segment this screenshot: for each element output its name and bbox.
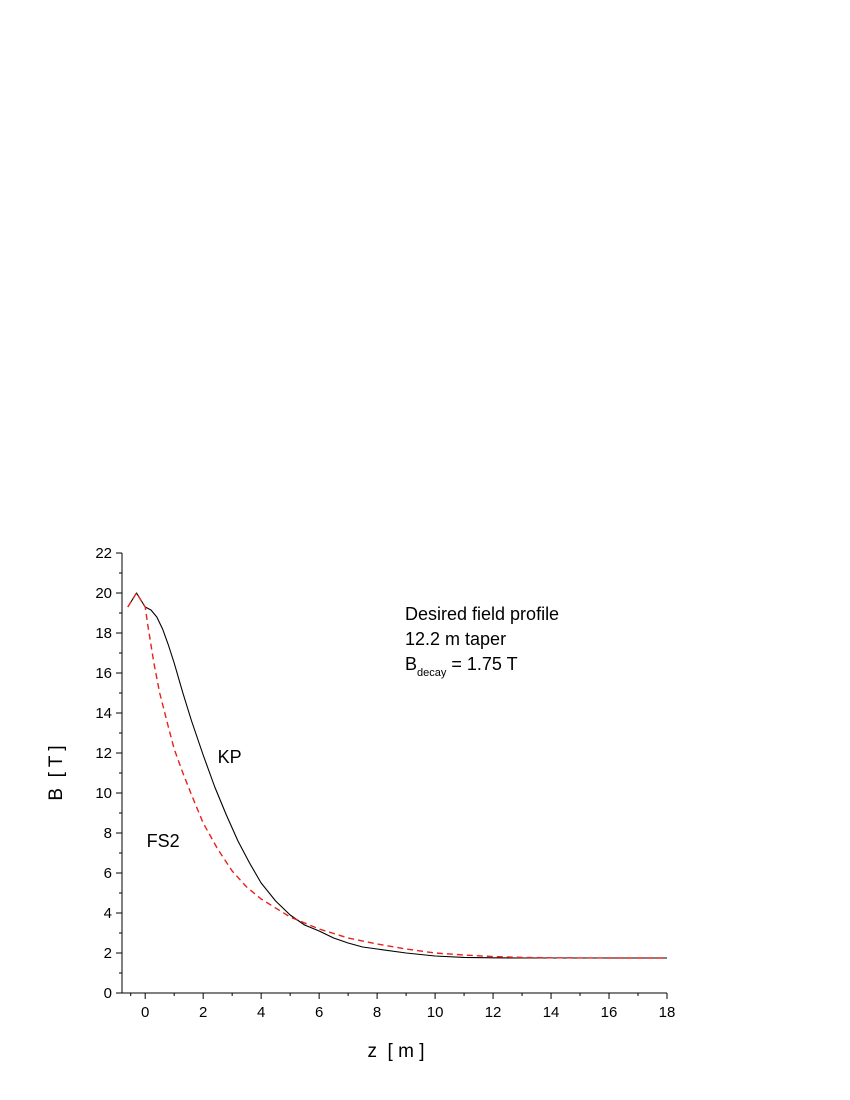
x-tick-label: 12: [485, 1004, 502, 1021]
y-tick-label: 14: [95, 705, 112, 722]
y-tick-label: 8: [104, 825, 112, 842]
series-label-kp: KP: [218, 747, 242, 767]
y-tick-label: 16: [95, 665, 112, 682]
annotation-line1: Desired field profile: [405, 604, 559, 624]
y-tick-label: 10: [95, 785, 112, 802]
b-decay-value: = 1.75 T: [446, 654, 517, 674]
x-tick-label: 10: [427, 1004, 444, 1021]
series-line-kp: [127, 592, 667, 959]
y-tick-label: 12: [95, 745, 112, 762]
series-label-fs2: FS2: [147, 831, 180, 851]
labels-layer: KP FS2: [147, 747, 242, 851]
y-tick-label: 0: [104, 985, 112, 1002]
annotation-line3: Bdecay = 1.75 T: [405, 654, 518, 679]
series-line-fs2: [127, 592, 667, 959]
x-tick-label: 16: [601, 1004, 618, 1021]
x-tick-label: 14: [543, 1004, 560, 1021]
y-axis-title: B [ T ]: [46, 745, 67, 800]
b-decay-symbol: B: [405, 654, 417, 674]
x-tick-label: 4: [257, 1004, 265, 1021]
x-tick-label: 6: [315, 1004, 323, 1021]
x-tick-label: 0: [141, 1004, 149, 1021]
y-tick-label: 22: [95, 545, 112, 562]
x-tick-label: 8: [373, 1004, 381, 1021]
annotation-line2: 12.2 m taper: [405, 629, 506, 649]
y-tick-label: 4: [104, 905, 112, 922]
x-tick-label: 18: [659, 1004, 676, 1021]
x-axis-title: z [ m ]: [368, 1041, 425, 1062]
y-tick-label: 20: [95, 585, 112, 602]
series-layer: [127, 592, 667, 959]
axes: 0 2 4 6 8 10 12 14 16 18 20 22 0 2 4 6 8 10 12 14 16 18: [95, 545, 675, 1021]
b-decay-subscript: decay: [417, 667, 447, 679]
y-tick-label: 2: [104, 945, 112, 962]
y-tick-label: 6: [104, 865, 112, 882]
annotation: Desired field profile 12.2 m taper Bdeca…: [405, 604, 559, 679]
x-tick-label: 2: [199, 1004, 207, 1021]
y-tick-label: 18: [95, 625, 112, 642]
